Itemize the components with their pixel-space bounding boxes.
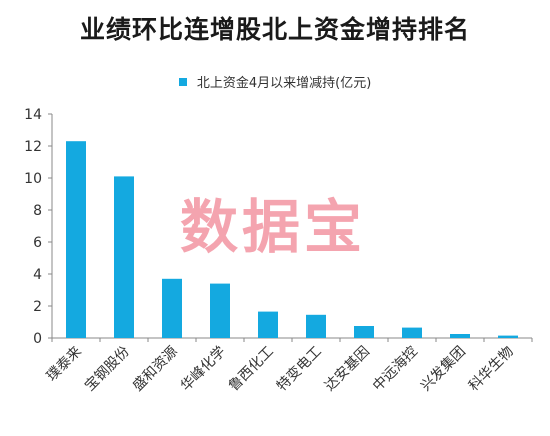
legend: 北上资金4月以来增减持(亿元) (0, 72, 550, 91)
bar-9 (498, 335, 518, 338)
legend-label: 北上资金4月以来增减持(亿元) (196, 76, 372, 91)
x-tick-label-7: 中远海控 (370, 344, 421, 395)
bar-0 (66, 141, 86, 338)
y-tick-label-1: 2 (33, 299, 42, 315)
x-tick-label-4: 鲁西化工 (226, 344, 277, 395)
y-tick-label-3: 6 (33, 235, 42, 251)
x-tick-label-0: 璞泰来 (44, 344, 85, 385)
x-tick-label-3: 华峰化学 (178, 344, 229, 395)
bar-7 (402, 327, 422, 338)
x-tick-label-9: 科华生物 (466, 344, 517, 395)
bar-6 (354, 326, 374, 338)
y-tick-label-7: 14 (24, 107, 42, 123)
x-tick-label-2: 盛和资源 (130, 344, 181, 395)
bar-1 (114, 176, 134, 338)
x-tick-label-5: 特变电工 (274, 344, 325, 395)
x-tick-label-6: 达安基因 (321, 343, 373, 395)
bar-4 (258, 311, 278, 338)
bar-5 (306, 314, 326, 338)
y-tick-label-6: 12 (24, 139, 42, 155)
bar-2 (162, 278, 182, 338)
y-tick-label-2: 4 (33, 267, 42, 283)
chart-title: 业绩环比连增股北上资金增持排名 (79, 15, 470, 44)
y-tick-label-5: 10 (24, 171, 42, 187)
bar-3 (210, 283, 230, 338)
y-tick-label-0: 0 (33, 331, 42, 347)
x-tick-label-1: 宝钢股份 (82, 344, 133, 395)
legend-swatch (178, 77, 187, 86)
bar-8 (450, 334, 470, 338)
x-tick-label-8: 兴发集团 (417, 343, 469, 395)
y-tick-label-4: 8 (33, 203, 42, 219)
